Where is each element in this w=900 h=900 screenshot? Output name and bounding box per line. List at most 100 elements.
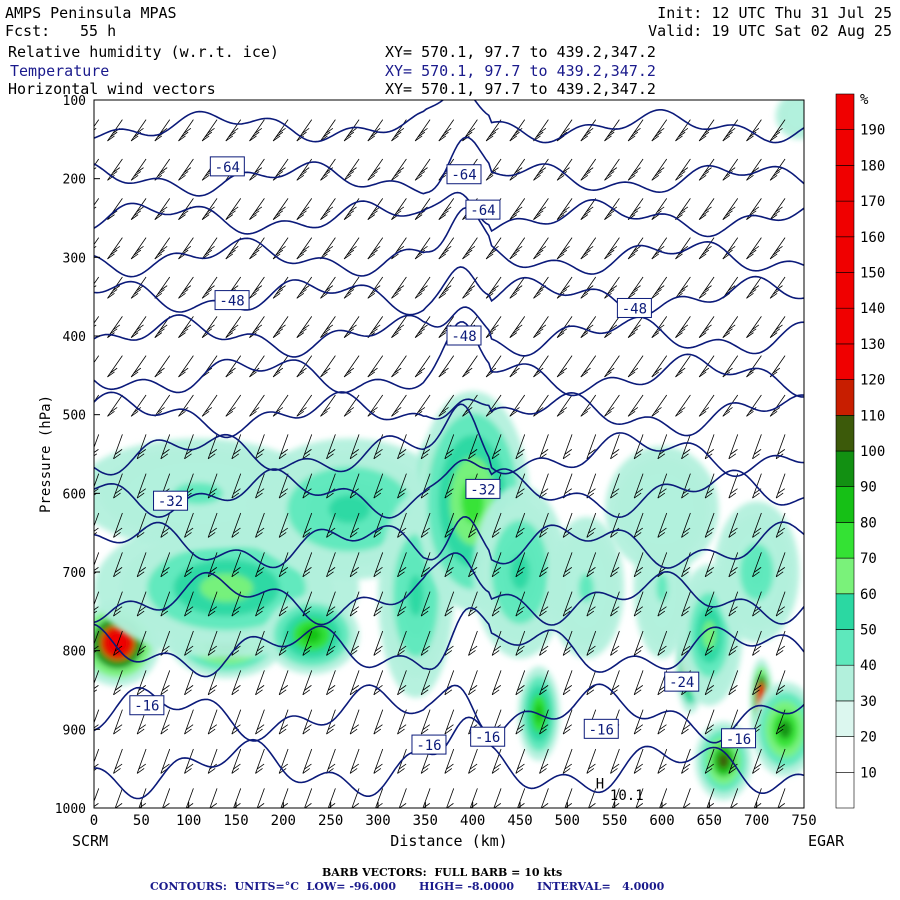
wind-barb-536 (775, 670, 786, 696)
wind-barb-159 (278, 709, 289, 735)
wind-barb-419 (627, 316, 644, 338)
wind-barb-471 (698, 237, 715, 260)
wind-barb-326 (509, 198, 526, 220)
wind-barb-150 (272, 355, 289, 378)
wind-barb-423 (633, 473, 644, 499)
wind-barb-337 (515, 630, 526, 656)
wind-barb-279 (444, 473, 455, 499)
wind-barb-225 (373, 473, 384, 499)
wind-barb-523 (769, 158, 786, 181)
wind-barb-252 (414, 119, 431, 142)
wind-barb-493 (722, 394, 739, 417)
svg-text:-16: -16 (475, 730, 500, 746)
wind-barb-368 (562, 434, 573, 460)
wind-barb-361 (556, 158, 573, 181)
colorbar-label-1: 20 (860, 730, 877, 746)
svg-text:-16: -16 (726, 732, 751, 748)
wind-barb-367 (556, 394, 573, 417)
wind-barb-454 (675, 276, 691, 299)
wind-barb-473 (698, 316, 715, 338)
wind-barb-45 (136, 473, 147, 499)
wind-barb-458 (681, 434, 691, 460)
wind-barb-105 (207, 709, 218, 735)
y-axis-label: Pressure (hPa) (38, 395, 54, 513)
wind-barb-47 (136, 552, 147, 578)
wind-barb-322 (491, 748, 502, 774)
wind-barb-334 (515, 512, 526, 538)
isotherm-6 (94, 403, 804, 478)
wind-barb-304 (468, 748, 478, 774)
wind-barb-329 (509, 316, 526, 338)
y-tick-label-6: 700 (63, 566, 86, 581)
wind-barb-84 (184, 591, 194, 617)
svg-text:-48: -48 (451, 329, 476, 345)
x-tick-label-10: 500 (555, 813, 580, 829)
wind-barb-403 (604, 394, 620, 417)
contour-label-12: -24 (664, 671, 700, 692)
wind-barb-119 (231, 552, 242, 578)
wind-barb-136 (255, 512, 265, 538)
colorbar-bin-19 (835, 93, 855, 131)
wind-barb-384 (580, 355, 597, 378)
wind-barb-146 (272, 198, 289, 220)
y-tick-label-3: 400 (63, 330, 86, 345)
wind-barb-332 (515, 434, 526, 460)
wind-barb-291 (462, 237, 478, 260)
wind-barb-43 (130, 394, 147, 417)
forecast-hour-value: 55 h (80, 22, 117, 40)
colorbar-bin-12 (835, 343, 855, 380)
colorbar-label-15: 160 (860, 230, 885, 246)
isotherm-11 (94, 206, 804, 278)
wind-barb-1 (94, 158, 100, 170)
wind-barb-126 (249, 119, 265, 142)
wind-barb-353 (539, 552, 549, 578)
wind-barb-529 (769, 394, 786, 417)
wind-barb-534 (775, 591, 786, 617)
contour-label-9: -16 (411, 734, 447, 755)
wind-barb-140 (255, 670, 265, 696)
colorbar-label-4: 50 (860, 623, 877, 639)
wind-barb-83 (184, 552, 194, 578)
isotherm-3 (94, 552, 804, 626)
wind-barb-249 (397, 709, 407, 735)
wind-barb-30 (113, 591, 123, 617)
wind-barb-258 (414, 355, 431, 378)
wind-barb-129 (249, 237, 265, 260)
x-tick-label-12: 600 (649, 813, 674, 829)
wind-barb-489 (722, 237, 739, 260)
cross-section-chart: -64 -64 -64 -48 -48 -48 -32 -32 -16 -16 -16 -16 -24 -… (38, 92, 885, 850)
wind-barb-186 (320, 355, 336, 378)
wind-barb-330 (509, 355, 526, 378)
wind-barb-164 (296, 198, 313, 220)
wind-barb-94 (201, 276, 218, 299)
wind-barb-86 (184, 670, 194, 696)
colorbar-label-14: 150 (860, 266, 885, 282)
wind-barb-243 (397, 473, 407, 499)
wind-barb-278 (444, 434, 455, 460)
wind-barb-171 (302, 473, 313, 499)
wind-barb-270 (438, 119, 455, 142)
wind-barb-104 (207, 670, 218, 696)
annotation-0: H (596, 776, 604, 792)
wind-barb-394 (586, 748, 597, 774)
wind-barb-62 (160, 434, 171, 460)
wind-barb-272 (438, 198, 455, 220)
wind-barb-447 (657, 709, 668, 735)
wind-barb-439 (651, 394, 668, 417)
wind-barb-347 (533, 316, 549, 338)
wind-barb-28 (113, 512, 123, 538)
wind-barb-451 (675, 158, 691, 181)
wind-barb-457 (675, 394, 691, 417)
wind-barb-381 (580, 237, 597, 260)
x-tick-label-9: 450 (507, 813, 532, 829)
wind-barb-227 (373, 552, 384, 578)
wind-barb-131 (249, 316, 265, 338)
wind-barb-238 (391, 276, 407, 299)
colorbar-unit: % (860, 92, 869, 108)
wind-barb-175 (302, 630, 313, 656)
contour-label-10: -16 (470, 726, 506, 747)
colorbar-bin-7 (835, 522, 855, 559)
wind-barb-408 (610, 591, 620, 617)
endpoint-left: SCRM (72, 832, 108, 850)
wind-barb-248 (397, 670, 407, 696)
